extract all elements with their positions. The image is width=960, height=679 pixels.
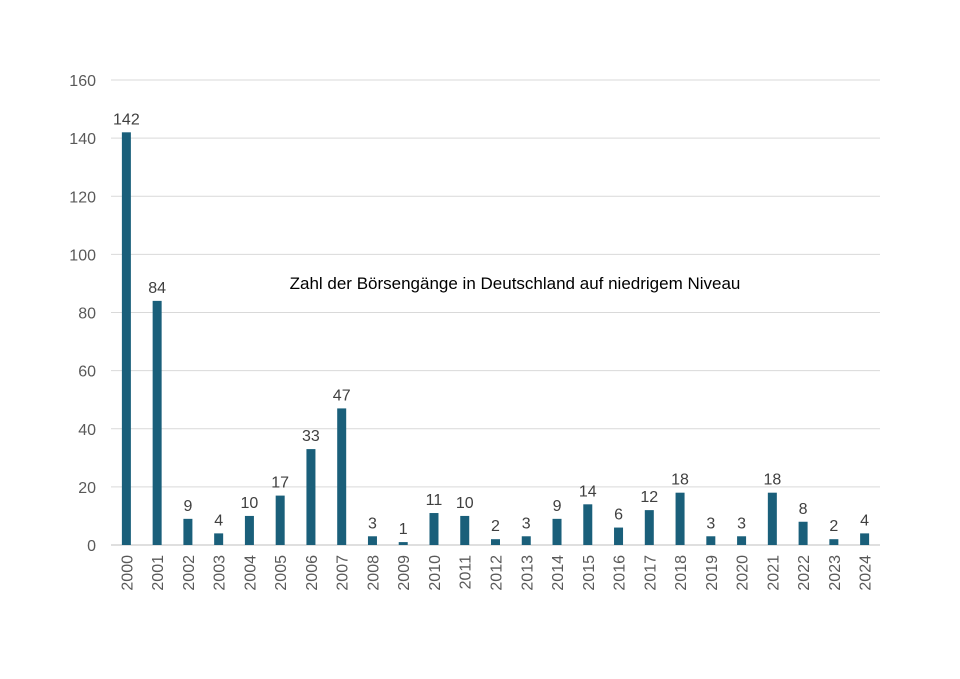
data-label: 3 xyxy=(706,515,715,532)
data-label: 3 xyxy=(737,515,746,532)
bar xyxy=(152,300,162,545)
x-tick-label: 2001 xyxy=(150,555,167,591)
x-tick-label: 2012 xyxy=(489,555,506,591)
bar xyxy=(121,132,131,545)
bar xyxy=(829,539,839,545)
bar xyxy=(614,527,624,545)
chart-title: Zahl der Börsengänge in Deutschland auf … xyxy=(290,274,741,293)
data-label: 1 xyxy=(399,521,408,538)
bar xyxy=(521,536,531,545)
y-tick-label: 120 xyxy=(69,189,96,206)
x-tick-label: 2018 xyxy=(673,555,690,591)
bar xyxy=(398,542,408,545)
data-label: 9 xyxy=(553,498,562,515)
x-tick-label: 2008 xyxy=(365,555,382,591)
data-label: 11 xyxy=(426,492,443,509)
bar xyxy=(337,408,347,545)
bar xyxy=(767,492,777,545)
bar xyxy=(367,536,377,545)
x-tick-label: 2010 xyxy=(427,555,444,591)
data-label: 142 xyxy=(113,111,140,128)
y-tick-label: 0 xyxy=(87,538,96,555)
x-tick-label: 2017 xyxy=(642,555,659,591)
bar xyxy=(706,536,716,545)
y-tick-label: 60 xyxy=(78,364,96,381)
bar xyxy=(737,536,747,545)
data-label: 17 xyxy=(271,475,289,492)
x-tick-label: 2003 xyxy=(212,555,229,591)
x-tick-label: 2014 xyxy=(550,555,567,591)
y-tick-label: 80 xyxy=(78,306,96,323)
x-tick-label: 2006 xyxy=(304,555,321,591)
data-label: 14 xyxy=(579,483,597,500)
y-axis-ticks: 0 20 40 60 80 100 120 140 160 xyxy=(69,73,96,555)
bar xyxy=(552,518,562,545)
y-tick-label: 40 xyxy=(78,422,96,439)
x-tick-label: 2007 xyxy=(335,555,352,591)
bar xyxy=(460,515,470,545)
x-tick-label: 2023 xyxy=(827,555,844,591)
data-label: 2 xyxy=(829,518,838,535)
x-tick-label: 2013 xyxy=(519,555,536,591)
x-tick-label: 2019 xyxy=(704,555,721,591)
y-tick-label: 140 xyxy=(69,131,96,148)
y-tick-label: 160 xyxy=(69,73,96,90)
x-tick-label: 2011 xyxy=(458,555,475,590)
x-tick-label: 2024 xyxy=(858,555,875,591)
data-label: 2 xyxy=(491,518,500,535)
bar xyxy=(183,518,193,545)
x-tick-label: 2016 xyxy=(612,555,629,591)
x-tick-label: 2004 xyxy=(242,555,259,591)
x-tick-label: 2005 xyxy=(273,555,290,591)
data-label: 3 xyxy=(368,515,377,532)
x-axis-ticks: 2000 2001 2002 2003 2004 2005 2006 2007 2008 2009… xyxy=(119,555,874,591)
bar xyxy=(675,492,685,545)
y-tick-label: 20 xyxy=(78,480,96,497)
gridlines xyxy=(111,79,880,488)
x-tick-label: 2015 xyxy=(581,555,598,591)
bar xyxy=(583,504,593,545)
data-label: 12 xyxy=(640,489,658,506)
bar xyxy=(491,539,500,545)
data-label: 18 xyxy=(671,472,689,489)
data-label: 47 xyxy=(333,387,351,404)
bar xyxy=(644,510,654,545)
bar xyxy=(860,533,870,545)
data-label: 10 xyxy=(241,495,259,512)
bar xyxy=(798,521,808,545)
data-label: 4 xyxy=(214,512,223,529)
data-label: 33 xyxy=(302,428,320,445)
bar xyxy=(275,495,285,545)
bar xyxy=(429,513,439,545)
x-tick-label: 2022 xyxy=(796,555,813,591)
bar xyxy=(244,515,254,545)
data-label: 3 xyxy=(522,515,531,532)
bars xyxy=(121,132,870,545)
data-label: 18 xyxy=(763,472,781,489)
bar xyxy=(214,533,224,545)
y-tick-label: 100 xyxy=(69,247,96,264)
data-label: 10 xyxy=(456,495,474,512)
data-label: 9 xyxy=(183,498,192,515)
data-label: 6 xyxy=(614,507,623,524)
x-tick-label: 2021 xyxy=(765,555,782,591)
data-label: 84 xyxy=(148,280,166,297)
x-tick-label: 2009 xyxy=(396,555,413,591)
x-tick-label: 2000 xyxy=(119,555,136,591)
x-tick-label: 2020 xyxy=(735,555,752,591)
x-tick-label: 2002 xyxy=(181,555,198,591)
bar xyxy=(306,449,316,545)
data-label: 4 xyxy=(860,512,869,529)
data-label: 8 xyxy=(799,501,808,518)
